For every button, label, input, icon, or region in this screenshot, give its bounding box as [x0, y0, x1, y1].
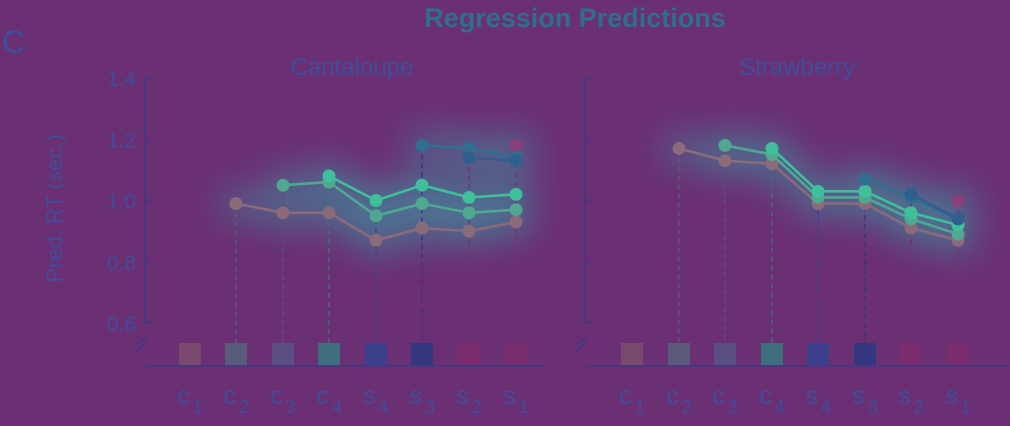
category-marker [411, 343, 433, 365]
y-tick-label: 1.2 [107, 129, 136, 152]
y-tick-label: 0.6 [107, 313, 136, 336]
data-point [904, 221, 918, 235]
data-point [904, 187, 918, 201]
category-marker [807, 343, 829, 365]
data-point [904, 206, 918, 220]
data-point [462, 224, 476, 238]
data-point [369, 209, 383, 223]
data-point [462, 151, 476, 165]
data-point [718, 138, 732, 152]
axis-break-mark [575, 336, 587, 346]
chart-panel-2: Strawberry c 1 c 2 c 3 c 4 s 4 s 3 s 2 s 1 [575, 54, 1008, 417]
category-marker [318, 343, 340, 365]
data-point [509, 187, 523, 201]
axis-break-mark [575, 342, 587, 352]
category-marker [668, 343, 690, 365]
data-point [509, 215, 523, 229]
category-marker [900, 343, 922, 365]
series-line-2 [724, 144, 959, 236]
data-point [276, 178, 290, 192]
data-point [858, 184, 872, 198]
data-point [951, 212, 965, 226]
category-marker [505, 343, 527, 365]
category-marker [854, 343, 876, 365]
y-tick-label: 0.8 [107, 252, 136, 275]
data-point [462, 141, 476, 155]
y-axis-label: Pred. RT (sec.) [42, 134, 67, 282]
category-marker [714, 343, 736, 365]
data-point [509, 138, 523, 152]
data-point [369, 194, 383, 207]
data-point [718, 154, 732, 168]
data-point [229, 197, 243, 211]
series-line-5 [468, 156, 517, 162]
category-marker [225, 343, 247, 365]
data-point [765, 141, 779, 155]
data-point [509, 154, 523, 168]
category-marker [272, 343, 294, 365]
panel-title: Strawberry [739, 54, 855, 81]
category-marker [458, 343, 480, 365]
data-point [672, 141, 686, 155]
axis-break-mark [135, 342, 147, 352]
data-point [951, 227, 965, 241]
y-tick-label: 1.4 [107, 68, 137, 91]
data-point [765, 157, 779, 171]
data-point [951, 194, 965, 207]
y-tick-label: 1.0 [107, 191, 136, 214]
data-point [509, 203, 523, 217]
chart-panel-1: Cantaloupe 0.6 0.8 1.0 1.2 1.4 Pred. RT (sec.)… [42, 54, 545, 417]
panel-title: Cantaloupe [291, 54, 414, 81]
data-point [369, 233, 383, 247]
data-point [462, 190, 476, 204]
data-point [858, 172, 872, 186]
category-marker [947, 343, 969, 365]
series-line-5 [910, 193, 959, 221]
data-point [462, 206, 476, 220]
data-point [322, 206, 336, 220]
data-point [415, 197, 429, 211]
data-point [811, 184, 825, 198]
category-marker [621, 343, 643, 365]
series-line-2 [282, 180, 517, 218]
category-marker [761, 343, 783, 365]
data-point [276, 206, 290, 220]
data-point [415, 178, 429, 192]
data-point [415, 138, 429, 152]
axis-break-mark [135, 336, 147, 346]
data-point [415, 221, 429, 235]
category-marker [365, 343, 387, 365]
data-point [322, 169, 336, 183]
category-marker [179, 343, 201, 365]
panel-letter: C [2, 24, 25, 60]
figure-title: Regression Predictions [424, 3, 726, 33]
